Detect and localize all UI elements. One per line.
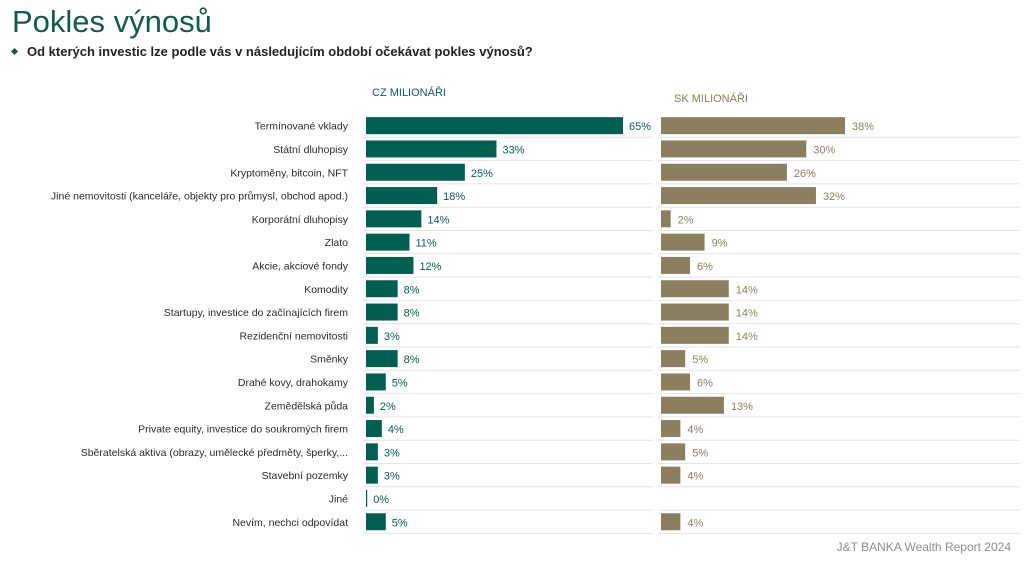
data-label-cz: 4% (388, 424, 404, 436)
bar-sk (661, 140, 807, 158)
bar-sk (661, 256, 691, 274)
bar-cz (366, 350, 398, 368)
data-label-cz: 5% (392, 517, 408, 529)
data-label-cz: 11% (415, 238, 436, 250)
category-label: Směnky (310, 354, 349, 366)
bar-sk (661, 420, 681, 438)
category-label: Komodity (304, 284, 349, 296)
bar-sk (661, 350, 686, 368)
data-label-sk: 2% (678, 214, 694, 226)
data-label-sk: 14% (736, 284, 758, 296)
bar-cz (366, 513, 386, 531)
data-label-cz: 33% (502, 144, 524, 156)
bar-sk (661, 513, 681, 531)
bar-sk (661, 373, 691, 391)
bar-cz (366, 140, 497, 158)
category-label: Private equity, investice do soukromých … (138, 424, 348, 436)
bar-sk (661, 396, 724, 414)
bar-cz (366, 396, 374, 414)
category-label: Startupy, investice do začínajících fire… (164, 307, 348, 319)
bar-cz (366, 163, 465, 181)
data-label-cz: 2% (380, 401, 396, 413)
bar-sk (661, 187, 816, 205)
data-label-cz: 3% (384, 447, 400, 459)
bar-cz (366, 233, 410, 251)
bar-sk (661, 163, 787, 181)
data-label-cz: 8% (404, 354, 420, 366)
bar-cz (366, 466, 378, 484)
series-header-cz: CZ MILIONÁŘI (372, 87, 446, 99)
data-label-cz: 3% (384, 331, 400, 343)
data-label-sk: 4% (687, 517, 703, 529)
bar-cz (366, 303, 398, 321)
bar-sk (661, 466, 681, 484)
bar-cz (366, 187, 438, 205)
data-label-sk: 14% (736, 331, 758, 343)
bar-cz (366, 117, 623, 135)
category-label: Zlato (325, 237, 349, 249)
category-label: Státní dluhopisy (273, 144, 348, 156)
bar-sk (661, 443, 686, 461)
data-label-sk: 13% (731, 401, 753, 413)
data-label-cz: 65% (629, 121, 651, 133)
bar-sk (661, 280, 729, 298)
data-label-sk: 32% (823, 191, 845, 203)
bar-sk (661, 326, 729, 344)
data-label-cz: 5% (392, 377, 408, 389)
category-label: Akcie, akciové fondy (252, 260, 348, 272)
bar-sk (661, 210, 671, 228)
question-text: Od kterých investic lze podle vás v násl… (10, 44, 533, 59)
data-label-sk: 14% (736, 308, 758, 320)
bar-sk (661, 303, 729, 321)
page-title: Pokles výnosů (12, 4, 212, 39)
data-label-sk: 5% (692, 447, 708, 459)
data-label-sk: 5% (692, 354, 708, 366)
bar-cz (366, 443, 378, 461)
data-label-sk: 4% (687, 424, 703, 436)
report-source: J&T BANKA Wealth Report 2024 (836, 540, 1011, 554)
data-label-cz: 14% (427, 214, 449, 226)
data-label-cz: 8% (404, 308, 420, 320)
data-label-cz: 25% (471, 168, 493, 180)
data-label-cz: 0% (373, 494, 389, 506)
bar-sk (661, 233, 705, 251)
bar-cz (366, 489, 368, 507)
bar-cz (366, 256, 414, 274)
category-label: Rezidenční nemovitosti (239, 330, 348, 342)
bar-cz (366, 210, 422, 228)
bar-cz (366, 420, 382, 438)
data-label-sk: 9% (712, 238, 728, 250)
data-label-cz: 8% (404, 284, 420, 296)
category-label: Nevím, nechci odpovídat (232, 517, 348, 529)
category-label: Zemědělská půda (265, 400, 349, 412)
bar-cz (366, 280, 398, 298)
question-label: Od kterých investic lze podle vás v násl… (27, 44, 533, 59)
data-label-sk: 4% (687, 471, 703, 483)
data-label-sk: 6% (697, 261, 713, 273)
category-label: Kryptoměny, bitcoin, NFT (230, 167, 348, 179)
category-label: Sběratelská aktiva (obrazy, umělecké pře… (81, 447, 348, 459)
category-label: Jiné nemovitosti (kanceláře, objekty pro… (51, 191, 348, 203)
data-label-sk: 6% (697, 377, 713, 389)
category-label: Termínované vklady (255, 121, 349, 133)
series-header-sk: SK MILIONÁŘI (674, 93, 748, 105)
data-label-cz: 12% (419, 261, 441, 273)
data-label-cz: 18% (443, 191, 465, 203)
category-label: Jiné (329, 493, 348, 505)
data-label-sk: 26% (794, 168, 816, 180)
bar-cz (366, 326, 378, 344)
category-label: Drahé kovy, drahokamy (238, 377, 349, 389)
bar-cz (366, 373, 386, 391)
category-label: Korporátní dluhopisy (252, 214, 349, 226)
data-label-cz: 3% (384, 471, 400, 483)
data-label-sk: 30% (813, 144, 835, 156)
bar-sk (661, 117, 845, 135)
category-label: Stavební pozemky (262, 470, 349, 482)
data-label-sk: 38% (852, 121, 874, 133)
